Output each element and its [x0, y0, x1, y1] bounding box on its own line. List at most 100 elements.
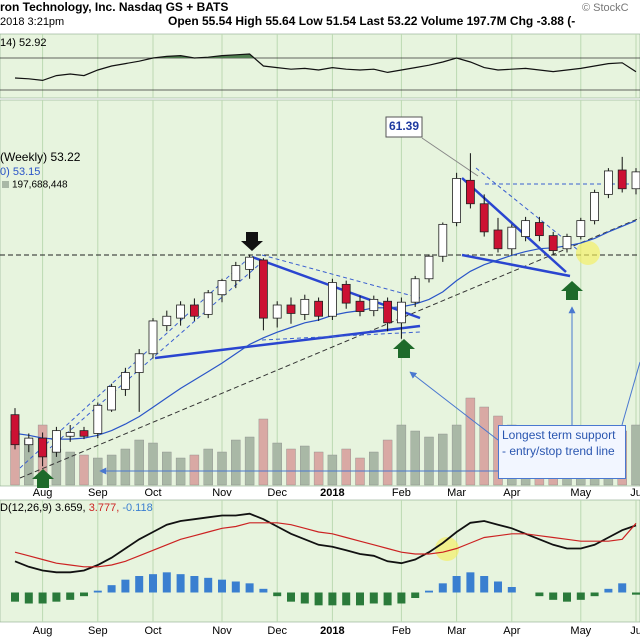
annotation-layer: 61.39 [32, 116, 583, 488]
histogram-bar [563, 592, 571, 602]
histogram-bar [204, 577, 213, 593]
wedge-dashed [261, 331, 421, 341]
histogram-bar [411, 592, 420, 598]
x-tick-label: Feb [392, 487, 411, 499]
histogram-bar [66, 592, 75, 600]
candle-body [314, 300, 324, 317]
buy-arrow [32, 469, 54, 488]
highlight [576, 241, 600, 265]
macd-legend-part: 3.777, [89, 502, 120, 514]
candle-body [134, 353, 144, 373]
histogram-bar [576, 592, 585, 600]
note-arrow [409, 371, 499, 441]
x-tick-label: Nov [212, 487, 232, 499]
wedge-line [154, 324, 421, 360]
volume-bar [286, 448, 296, 486]
candle-body [52, 430, 61, 453]
x-tick-label: Dec [267, 625, 287, 637]
volume-bar [631, 424, 640, 486]
x-tick-label: Nov [212, 625, 232, 637]
note-arrow [621, 361, 640, 426]
candle-body [121, 372, 130, 390]
candle-body [631, 171, 640, 190]
volume-bar [479, 406, 489, 486]
candle-body [79, 430, 89, 437]
volume-bar [106, 454, 117, 486]
candle-body [286, 304, 296, 314]
marks-layer [10, 53, 640, 574]
macd-legend-part: -0.118 [122, 502, 152, 514]
volume-swatch [2, 181, 9, 188]
credit: © StockC [582, 2, 629, 14]
rsi-panel [0, 33, 640, 99]
x-tick-label: May [570, 487, 591, 499]
volume-bar [258, 418, 269, 486]
candle-body [479, 203, 489, 233]
volume-bar [438, 433, 448, 486]
callout-box [385, 116, 423, 138]
histogram-bar [52, 592, 61, 602]
candle-body [562, 236, 572, 250]
candle-body [396, 301, 406, 324]
volume-bar [313, 451, 324, 486]
histogram-bar [549, 592, 558, 600]
histogram-bar [342, 592, 351, 606]
histogram-bar [356, 592, 364, 606]
histogram-bar [300, 592, 309, 604]
candle-body [148, 320, 158, 355]
flag-dashed [475, 167, 579, 251]
x-tick-label: Apr [503, 625, 520, 637]
histogram-bar [452, 576, 461, 593]
histogram-bar [425, 590, 433, 593]
buy-arrow [561, 281, 583, 300]
support-trend-line [19, 217, 640, 479]
histogram-bar [190, 576, 199, 593]
volume-bar [424, 436, 434, 486]
volume-bar [162, 451, 172, 486]
candle-body [10, 414, 20, 446]
candle-body [383, 300, 393, 324]
candle-body [189, 304, 199, 317]
volume-bar [65, 451, 75, 486]
volume-bar [134, 439, 144, 486]
histogram-bar [121, 579, 130, 593]
histogram-bar [93, 590, 102, 593]
price-panel [0, 99, 640, 487]
volume-legend: 197,688,448 [12, 180, 68, 191]
candle-body [272, 304, 282, 319]
histogram-bar [383, 592, 392, 606]
candle-body [424, 255, 434, 280]
candle-body [38, 437, 47, 458]
candle-body [617, 169, 627, 190]
histogram-bar [24, 592, 33, 604]
x-tick-label: Oct [144, 487, 161, 499]
x-tick-label: May [570, 625, 591, 637]
price-legend: (Weekly) 53.22 [0, 150, 81, 164]
histogram-bar [466, 572, 475, 593]
header-bg [0, 0, 640, 32]
moving-average [14, 220, 637, 440]
candle-body [258, 259, 268, 319]
histogram-bar [438, 583, 447, 593]
company: ron Technology, Inc. Nasdaq GS + BATS [0, 0, 228, 14]
macd-line [14, 522, 637, 568]
volume-bar [451, 424, 462, 486]
overbought-fill [15, 54, 636, 58]
histogram-bar [231, 581, 240, 593]
histogram-bar [314, 592, 323, 606]
histogram-bar [149, 574, 157, 593]
x-tick-label: Sep [88, 487, 108, 499]
histogram-bar [507, 587, 516, 593]
candle-body [493, 229, 503, 250]
candle-body [231, 265, 241, 282]
volume-bar [369, 451, 379, 486]
histogram-bar [287, 592, 295, 602]
histogram-bar [328, 592, 337, 606]
volume-bar [148, 442, 158, 486]
volume-bar [203, 448, 213, 486]
x-tick-label: Ju [630, 625, 640, 637]
channel-line [49, 261, 263, 449]
histogram-bar [176, 574, 185, 593]
